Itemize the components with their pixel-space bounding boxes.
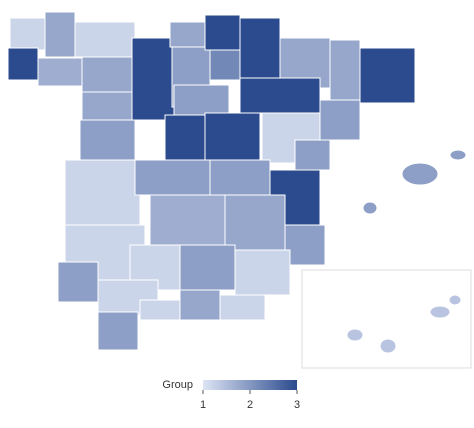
- region: [37, 57, 84, 87]
- region: [79, 119, 136, 161]
- region: [179, 244, 236, 291]
- region: [134, 159, 211, 196]
- region: [449, 149, 467, 161]
- region: [169, 21, 206, 48]
- region: [359, 47, 416, 104]
- region: [209, 159, 271, 196]
- region: [204, 14, 241, 51]
- legend-tick-label: 1: [200, 399, 206, 411]
- region: [173, 84, 230, 116]
- legend-tick-label: 2: [247, 399, 253, 411]
- region: [401, 162, 439, 186]
- region: [379, 338, 397, 354]
- region: [44, 11, 76, 58]
- region: [204, 112, 261, 161]
- region: [429, 305, 451, 319]
- region: [319, 99, 361, 141]
- region: [346, 328, 364, 342]
- region: [149, 194, 226, 246]
- region: [284, 224, 326, 266]
- region: [81, 91, 133, 121]
- legend-title: Group: [162, 379, 193, 391]
- region: [139, 299, 186, 321]
- region: [329, 39, 361, 101]
- region: [164, 114, 206, 161]
- region: [362, 201, 378, 215]
- region: [448, 294, 462, 306]
- region: [81, 56, 133, 93]
- region: [9, 17, 46, 51]
- region: [239, 77, 321, 114]
- region: [131, 37, 175, 121]
- legend-tick-label: 3: [294, 399, 300, 411]
- region: [209, 49, 241, 81]
- region: [239, 17, 281, 79]
- region: [97, 311, 139, 351]
- region: [224, 194, 286, 251]
- region: [179, 289, 221, 321]
- region: [294, 139, 331, 171]
- region: [57, 261, 99, 303]
- region: [74, 21, 136, 58]
- region: [64, 159, 141, 226]
- region: [234, 249, 291, 296]
- region: [219, 294, 266, 321]
- legend-colorbar: [203, 380, 297, 390]
- inset-frame: [301, 269, 472, 369]
- region: [7, 47, 39, 81]
